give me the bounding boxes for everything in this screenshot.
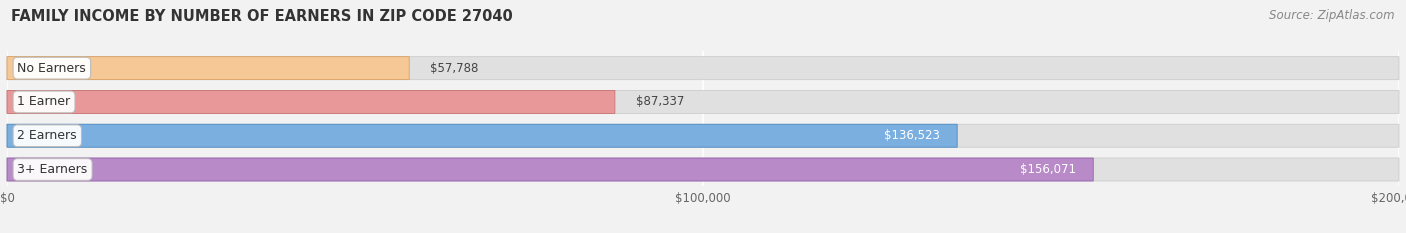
Text: 3+ Earners: 3+ Earners: [17, 163, 87, 176]
Text: FAMILY INCOME BY NUMBER OF EARNERS IN ZIP CODE 27040: FAMILY INCOME BY NUMBER OF EARNERS IN ZI…: [11, 9, 513, 24]
Text: Source: ZipAtlas.com: Source: ZipAtlas.com: [1270, 9, 1395, 22]
Text: $156,071: $156,071: [1019, 163, 1076, 176]
Text: $136,523: $136,523: [884, 129, 939, 142]
Text: No Earners: No Earners: [17, 62, 86, 75]
FancyBboxPatch shape: [7, 90, 1399, 113]
Text: 2 Earners: 2 Earners: [17, 129, 77, 142]
FancyBboxPatch shape: [7, 124, 1399, 147]
Text: $57,788: $57,788: [430, 62, 478, 75]
FancyBboxPatch shape: [7, 124, 957, 147]
Text: $87,337: $87,337: [636, 96, 685, 108]
FancyBboxPatch shape: [7, 158, 1399, 181]
Text: 1 Earner: 1 Earner: [17, 96, 70, 108]
FancyBboxPatch shape: [7, 57, 1399, 80]
FancyBboxPatch shape: [7, 57, 409, 80]
FancyBboxPatch shape: [7, 90, 614, 113]
FancyBboxPatch shape: [7, 158, 1094, 181]
